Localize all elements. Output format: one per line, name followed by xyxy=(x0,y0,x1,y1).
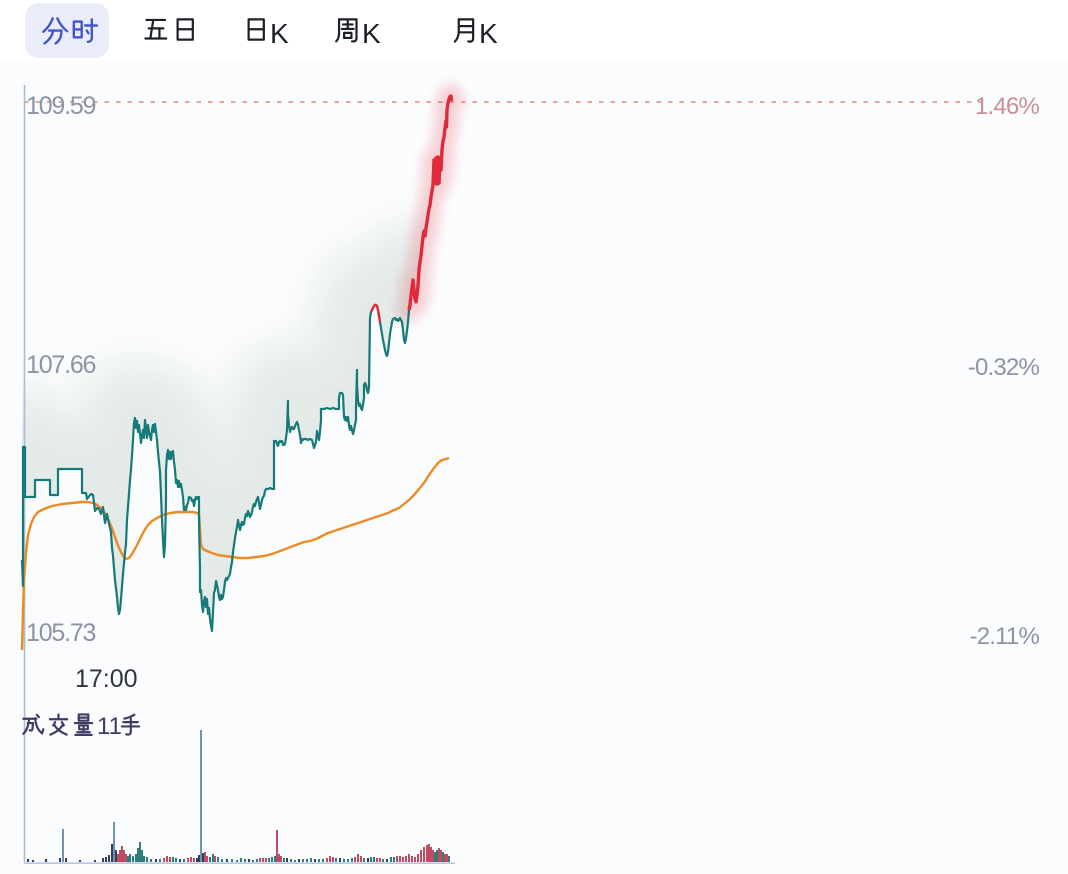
svg-text:105.73: 105.73 xyxy=(26,619,96,647)
svg-text:K: K xyxy=(479,18,498,49)
svg-text:-2.11%: -2.11% xyxy=(970,623,1040,650)
svg-text:17:00: 17:00 xyxy=(75,665,138,693)
svg-text:-0.32%: -0.32% xyxy=(968,354,1040,381)
svg-text:K: K xyxy=(270,18,289,49)
svg-text:K: K xyxy=(362,18,381,49)
svg-text:11: 11 xyxy=(97,713,122,740)
svg-text:1.46%: 1.46% xyxy=(975,93,1040,120)
svg-text:109.59: 109.59 xyxy=(26,92,96,120)
svg-text:107.66: 107.66 xyxy=(26,351,96,379)
